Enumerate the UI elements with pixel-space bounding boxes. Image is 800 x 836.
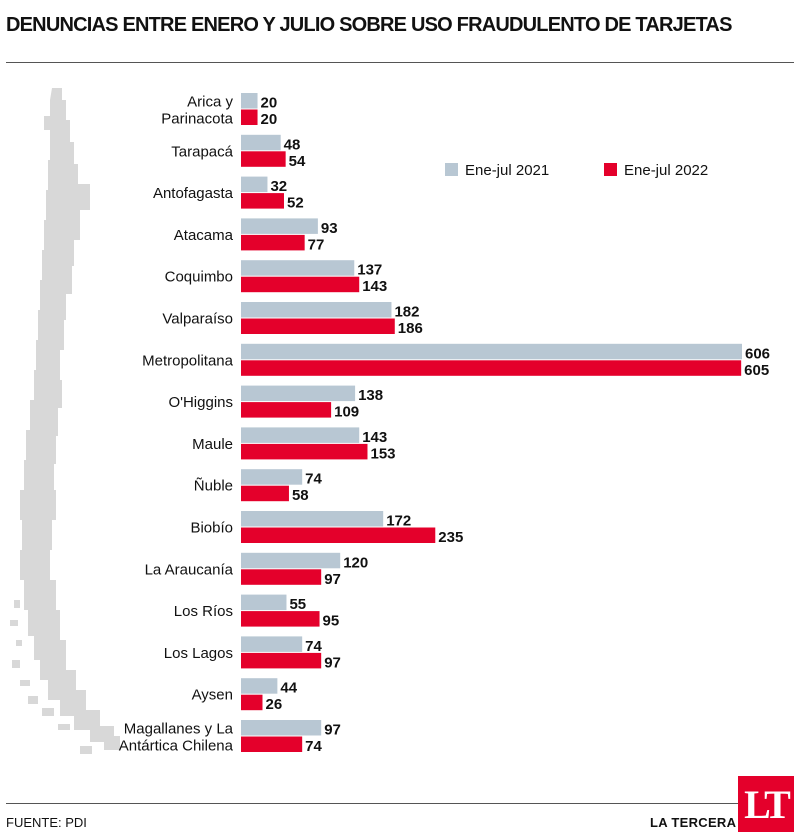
value-label-2022: 153 (370, 445, 395, 462)
bar-2021 (241, 552, 341, 569)
value-label-2021: 32 (270, 178, 287, 195)
bar-2021 (241, 427, 360, 443)
value-label-2021: 172 (386, 513, 411, 530)
bar-2021 (241, 385, 356, 402)
category-label: Ñuble (194, 478, 233, 495)
category-label: Magallanes y La (124, 721, 234, 738)
bar-2021 (241, 594, 287, 611)
brand-name: LA TERCERA (650, 815, 737, 830)
bar-2022 (241, 736, 303, 752)
bar-2022 (241, 193, 284, 209)
value-label-2022: 97 (324, 571, 341, 588)
bar-2022 (241, 402, 332, 418)
value-label-2022: 26 (265, 696, 282, 713)
value-label-2021: 143 (362, 429, 387, 446)
chile-map-shape (20, 88, 120, 750)
legend-label: Ene-jul 2021 (465, 162, 549, 179)
bar-2022 (241, 611, 320, 627)
brand-logo: LT (738, 776, 794, 832)
value-label-2022: 74 (305, 738, 322, 755)
value-label-2021: 44 (280, 680, 297, 697)
value-label-2022: 54 (289, 153, 306, 170)
category-label: O'Higgins (168, 394, 233, 411)
value-label-2022: 58 (292, 487, 309, 504)
value-label-2021: 137 (357, 262, 382, 279)
value-label-2021: 48 (284, 136, 301, 153)
category-label: Aysen (192, 687, 233, 704)
category-label: Atacama (174, 227, 234, 244)
bar-2022 (241, 234, 305, 251)
chile-map-silhouette (10, 88, 120, 754)
bar-2021 (241, 343, 742, 360)
bar-2022 (241, 276, 360, 293)
category-label: La Araucanía (145, 561, 234, 578)
bar-2021 (241, 260, 355, 276)
value-label-2021: 74 (305, 471, 322, 488)
bar-2022 (241, 652, 322, 669)
bar-2022 (241, 527, 436, 543)
bar-2021 (241, 678, 278, 694)
value-label-2022: 20 (261, 111, 278, 128)
category-label: Parinacota (161, 111, 233, 128)
category-label: Los Lagos (164, 645, 233, 662)
value-label-2022: 109 (334, 404, 359, 421)
value-label-2021: 20 (261, 95, 278, 112)
category-label: Biobío (190, 520, 233, 537)
value-label-2021: 74 (305, 638, 322, 655)
category-label: Antofagasta (153, 185, 234, 202)
bar-2021 (241, 93, 258, 109)
value-label-2022: 235 (438, 529, 463, 546)
value-label-2021: 182 (394, 304, 419, 321)
value-label-2022: 95 (323, 613, 340, 630)
top-divider (6, 62, 794, 63)
legend-label: Ene-jul 2022 (624, 162, 708, 179)
category-label: Valparaíso (162, 311, 233, 328)
bar-2022 (241, 109, 258, 125)
bar-2022 (241, 318, 395, 334)
value-label-2022: 97 (324, 654, 341, 671)
value-label-2022: 143 (362, 278, 387, 295)
bar-2021 (241, 218, 318, 234)
bar-2021 (241, 720, 322, 736)
bar-2021 (241, 511, 384, 527)
bar-2022 (241, 443, 368, 460)
value-label-2021: 120 (343, 554, 368, 571)
value-label-2021: 138 (358, 387, 383, 404)
bar-2022 (241, 485, 289, 502)
value-label-2021: 55 (289, 596, 306, 613)
bar-2022 (241, 151, 286, 167)
chart-title: DENUNCIAS ENTRE ENERO Y JULIO SOBRE USO … (6, 14, 732, 36)
value-label-2022: 186 (398, 320, 423, 337)
value-label-2021: 97 (324, 722, 341, 739)
southern-islands (10, 600, 92, 754)
source-note: FUENTE: PDI (6, 815, 87, 830)
category-label: Tarapacá (171, 143, 233, 160)
value-label-2021: 606 (745, 345, 770, 362)
value-label-2021: 93 (321, 220, 338, 237)
category-label: Antártica Chilena (119, 738, 234, 755)
legend-swatch (604, 163, 617, 176)
bar-2022 (241, 360, 742, 376)
category-label: Maule (192, 436, 233, 453)
legend-swatch (445, 163, 458, 176)
category-label: Metropolitana (142, 352, 234, 369)
bar-chart: Ene-jul 2021 Ene-jul 2022 Arica yParinaco… (119, 93, 770, 755)
legend: Ene-jul 2021 Ene-jul 2022 (445, 162, 708, 179)
category-label: Arica y (187, 94, 233, 111)
bar-2022 (241, 569, 322, 585)
bar-2021 (241, 302, 392, 318)
bar-2021 (241, 469, 303, 485)
value-label-2022: 605 (744, 362, 769, 379)
bottom-divider (6, 803, 794, 804)
bar-2021 (241, 636, 303, 652)
bar-2022 (241, 694, 263, 711)
value-label-2022: 77 (308, 236, 325, 253)
bar-2021 (241, 134, 281, 151)
bar-2021 (241, 176, 268, 193)
category-label: Coquimbo (165, 269, 233, 286)
category-label: Los Ríos (174, 603, 233, 620)
value-label-2022: 52 (287, 195, 304, 212)
